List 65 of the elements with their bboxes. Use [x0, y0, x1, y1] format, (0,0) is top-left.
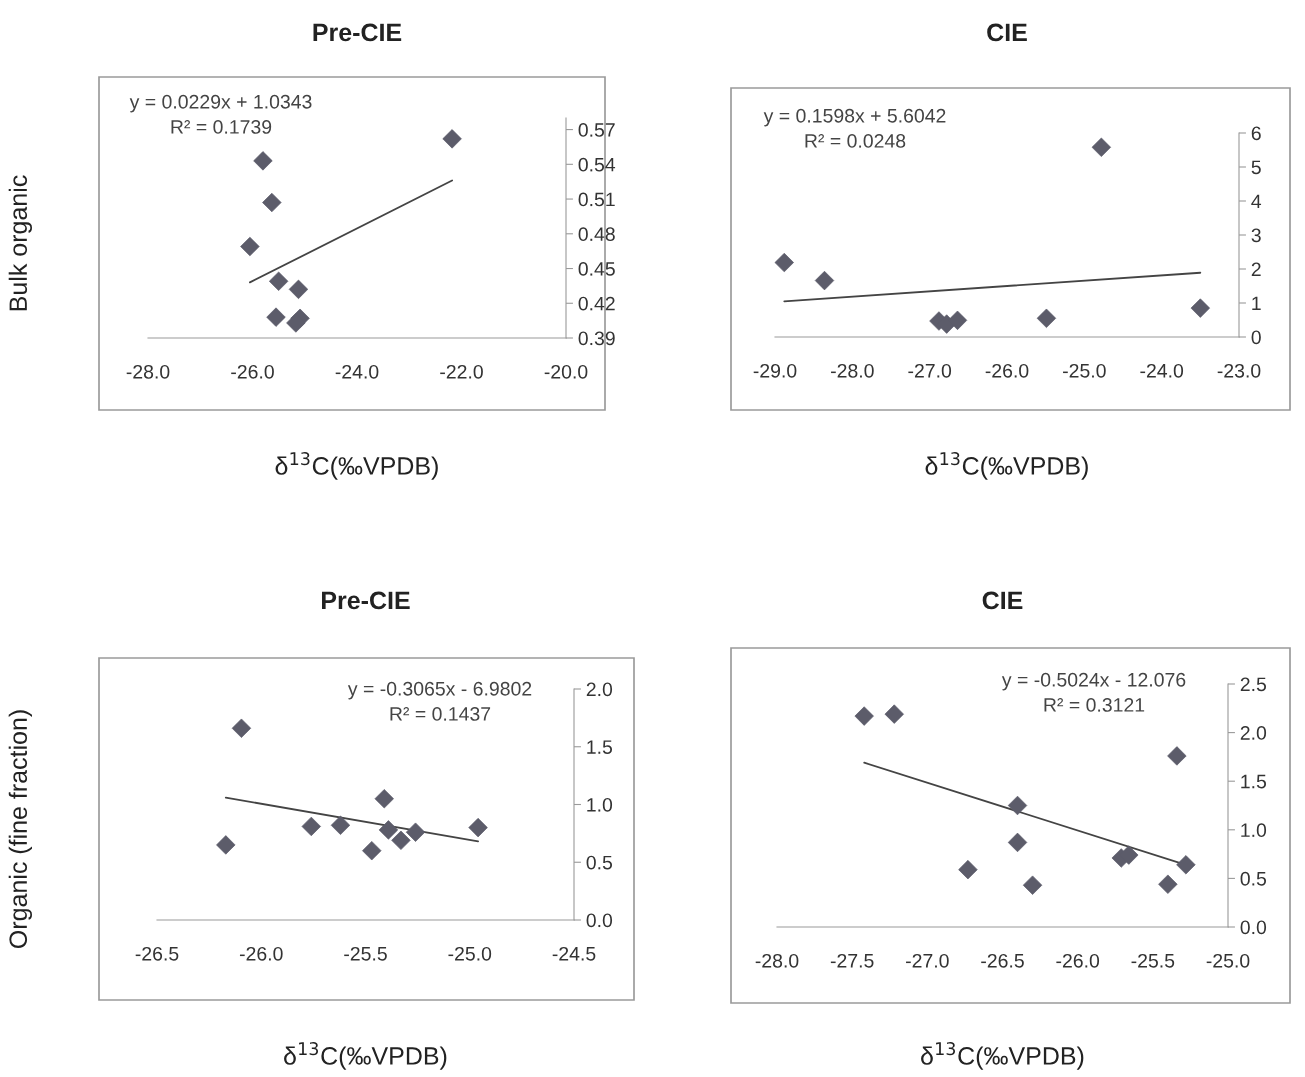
y-tick-label: 2.0 — [586, 682, 613, 697]
x-tick-label: -28.0 — [126, 364, 170, 379]
x-axis-title: δ$^{13}$C(‰VPDB) — [275, 452, 438, 480]
point — [231, 718, 252, 738]
x-tick-label: -24.0 — [1140, 363, 1184, 378]
point — [442, 129, 462, 149]
y-tick-label: 0.5 — [1240, 871, 1267, 886]
y-tick-label: 0.48 — [578, 227, 615, 242]
x-axis-title: δ$^{13}$C(‰VPDB) — [284, 1042, 447, 1070]
y-tick-label: 0.57 — [578, 123, 615, 137]
y-tick-label: 0.5 — [586, 855, 613, 870]
chart-title: Pre-CIE — [322, 591, 410, 610]
y-tick-label: 0.42 — [578, 296, 615, 311]
annotation: y = 0.0229x + 1.0343 R² = 0.1739 — [129, 94, 312, 134]
y-tick-label: 1.5 — [1241, 774, 1267, 789]
x-tick-label: -25.0 — [1063, 363, 1106, 378]
y-tick-label: 4 — [1251, 194, 1262, 209]
annotation: y = 0.1598x + 5.6042 R² = 0.0248 — [763, 108, 946, 148]
x-tick-label: -26.0 — [985, 363, 1029, 378]
x-tick-label: -22.0 — [440, 364, 483, 379]
y-tick-label: 2.0 — [1240, 726, 1267, 740]
y-tick-label: 3 — [1251, 228, 1261, 243]
y-tick-label: 1.0 — [587, 797, 613, 812]
y-tick-label: 2.5 — [1240, 677, 1267, 692]
chart-title: CIE — [982, 591, 1023, 610]
y-tick-label: 2 — [1251, 262, 1261, 277]
x-tick-label: -20.0 — [544, 364, 588, 379]
x-tick-label: -24.5 — [552, 946, 596, 961]
x-tick-label: -26.5 — [135, 946, 179, 961]
x-tick-label: -26.0 — [1056, 953, 1100, 968]
y-tick-label: 0.39 — [578, 331, 615, 346]
x-tick-label: -25.5 — [344, 946, 387, 961]
annotation: y = -0.3065x - 6.9802 R² = 0.1437 — [347, 681, 532, 721]
y-tick-label: 1.5 — [587, 740, 613, 754]
y-tick-label: 0.51 — [578, 192, 615, 207]
x-tick-label: -27.0 — [908, 363, 952, 378]
y-tick-label: 0.0 — [586, 913, 613, 928]
chart-title: Pre-CIE — [313, 23, 402, 42]
y-tick-label: 6 — [1251, 126, 1261, 141]
x-axis-title: δ$^{13}$C(‰VPDB) — [921, 1042, 1084, 1070]
y-axis-title: Organic (fine fraction) — [8, 710, 32, 948]
y-tick-label: 0.54 — [578, 157, 616, 172]
x-tick-label: -25.0 — [448, 946, 492, 961]
chart-title: CIE — [987, 23, 1027, 42]
annotation: y = -0.5024x - 12.076 R² = 0.3121 — [1001, 672, 1186, 712]
x-axis-title: δ$^{13}$C(‰VPDB) — [925, 452, 1088, 480]
x-tick-label: -25.0 — [1206, 953, 1250, 968]
y-tick-label: 1.0 — [1241, 823, 1267, 838]
y-tick-label: 1 — [1252, 296, 1261, 311]
x-tick-label: -24.0 — [335, 364, 379, 379]
y-tick-label: 0 — [1251, 330, 1261, 345]
x-tick-label: -27.5 — [830, 953, 874, 968]
x-tick-label: -26.0 — [239, 946, 283, 961]
x-tick-label: -26.5 — [981, 953, 1024, 968]
x-tick-label: -23.0 — [1217, 363, 1261, 378]
x-tick-label: -25.5 — [1131, 953, 1175, 968]
x-tick-label: -27.0 — [906, 953, 949, 968]
y-axis-title: Bulk organic — [8, 175, 32, 311]
x-tick-label: -26.0 — [231, 364, 274, 379]
y-tick-label: 5 — [1251, 160, 1261, 175]
y-tick-label: 0.0 — [1240, 920, 1267, 935]
x-tick-label: -28.0 — [831, 363, 874, 378]
x-tick-label: -28.0 — [755, 953, 799, 968]
y-tick-label: 0.45 — [578, 261, 615, 276]
x-tick-label: -29.0 — [753, 363, 797, 378]
